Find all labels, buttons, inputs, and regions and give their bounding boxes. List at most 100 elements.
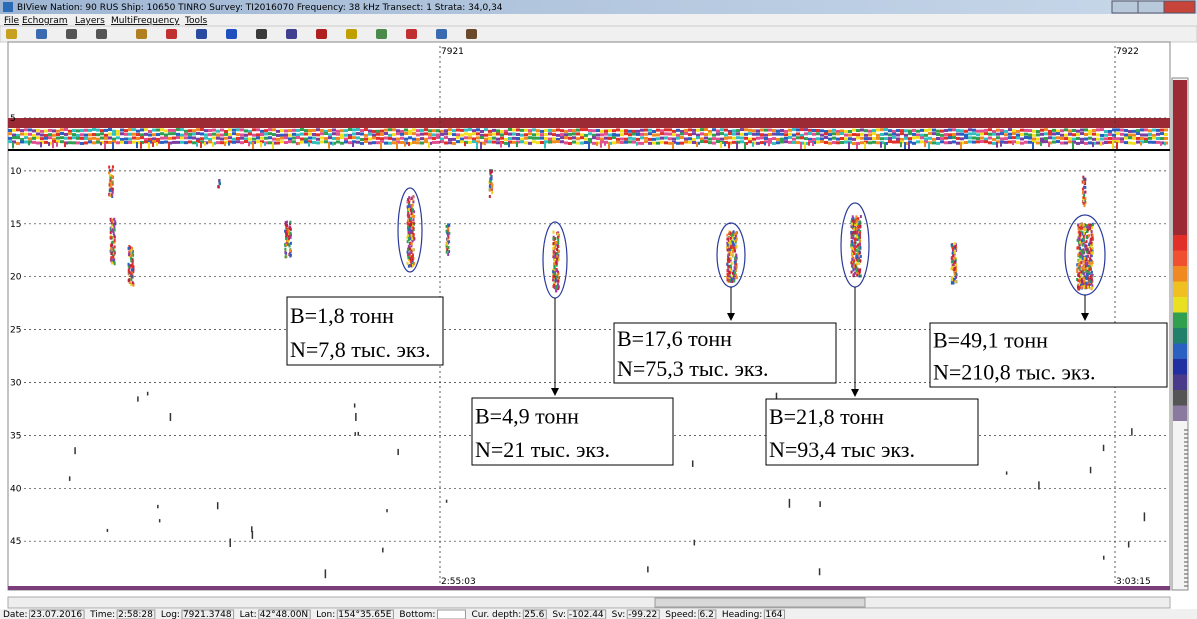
surface-echo <box>288 129 292 132</box>
horizontal-scrollbar[interactable] <box>8 597 1170 608</box>
surface-echo <box>924 129 928 132</box>
toolbar-button[interactable] <box>96 29 107 39</box>
fish-echo <box>856 227 858 230</box>
surface-echo <box>484 138 488 141</box>
surface-echo <box>912 133 916 136</box>
surface-echo <box>820 134 824 137</box>
surface-echo <box>1160 129 1164 132</box>
surface-echo <box>620 141 624 144</box>
toolbar-button[interactable] <box>36 29 47 39</box>
toolbar-button[interactable] <box>6 29 17 39</box>
surface-echo <box>76 141 80 144</box>
surface-echo <box>792 141 796 144</box>
surface-echo <box>764 142 766 145</box>
menu-item[interactable]: Tools <box>184 16 207 26</box>
surface-echo <box>1140 142 1142 146</box>
surface-echo <box>148 138 152 141</box>
surface-echo <box>1092 133 1096 136</box>
surface-echo <box>44 129 48 132</box>
fish-echo <box>731 277 733 280</box>
surface-echo <box>508 142 510 147</box>
surface-echo <box>476 136 480 139</box>
surface-echo <box>60 132 64 135</box>
surface-echo <box>832 141 836 144</box>
toolbar-button[interactable] <box>346 29 357 39</box>
fish-echo <box>111 248 113 251</box>
minimize-button[interactable] <box>1112 1 1138 13</box>
surface-echo <box>604 142 606 146</box>
toolbar-button[interactable] <box>316 29 327 39</box>
surface-echo <box>584 128 588 131</box>
surface-echo <box>1012 129 1016 132</box>
surface-echo <box>384 137 388 140</box>
surface-echo <box>1124 133 1128 136</box>
toolbar-button[interactable] <box>66 29 77 39</box>
close-button[interactable] <box>1164 1 1195 13</box>
surface-echo <box>148 142 150 149</box>
fish-echo <box>854 238 856 241</box>
surface-echo <box>240 128 244 131</box>
surface-echo <box>664 136 668 139</box>
status-value: 164 <box>765 610 782 619</box>
toolbar-button[interactable] <box>196 29 207 39</box>
surface-echo <box>156 142 158 146</box>
scroll-thumb[interactable] <box>655 598 865 607</box>
toolbar-button[interactable] <box>436 29 447 39</box>
fish-echo <box>1077 285 1079 288</box>
surface-echo <box>1104 134 1108 137</box>
fish-echo <box>408 253 410 256</box>
menu-item[interactable]: File <box>4 16 20 26</box>
surface-echo <box>304 138 308 141</box>
fish-echo <box>1086 277 1088 280</box>
maximize-button[interactable] <box>1138 1 1164 13</box>
toolbar-button[interactable] <box>286 29 297 39</box>
surface-echo <box>396 132 400 135</box>
surface-echo <box>792 134 796 137</box>
fish-echo <box>1086 262 1088 265</box>
menu-item[interactable]: MultiFrequency <box>111 16 180 26</box>
toolbar-button[interactable] <box>136 29 147 39</box>
surface-echo <box>780 140 784 143</box>
surface-echo <box>552 129 556 132</box>
fish-echo <box>1078 231 1080 234</box>
surface-echo <box>644 140 648 143</box>
surface-echo <box>120 129 124 132</box>
toolbar-button[interactable] <box>376 29 387 39</box>
surface-echo <box>480 142 482 150</box>
depth-label: 5 <box>10 114 16 124</box>
surface-echo <box>416 133 420 136</box>
status-label: Speed: <box>665 610 696 619</box>
surface-echo <box>1084 137 1088 140</box>
menu-item[interactable]: Echogram <box>22 16 68 26</box>
fish-echo <box>1076 247 1078 250</box>
surface-echo <box>100 129 104 132</box>
surface-echo <box>856 133 860 136</box>
surface-echo <box>528 136 532 139</box>
surface-echo <box>696 142 698 147</box>
surface-echo <box>1068 140 1072 143</box>
surface-echo <box>100 137 104 140</box>
surface-echo <box>680 132 684 135</box>
surface-echo <box>856 142 858 149</box>
fish-echo <box>1080 273 1082 276</box>
surface-echo <box>436 141 440 144</box>
surface-echo <box>220 134 224 137</box>
surface-echo <box>60 128 64 131</box>
surface-echo <box>1108 137 1112 140</box>
toolbar-button[interactable] <box>256 29 267 39</box>
surface-echo <box>744 133 748 136</box>
fish-echo <box>856 219 858 222</box>
toolbar-button[interactable] <box>406 29 417 39</box>
surface-echo <box>1140 133 1144 136</box>
toolbar-button[interactable] <box>466 29 477 39</box>
surface-echo <box>104 134 108 137</box>
surface-echo <box>472 137 476 140</box>
surface-echo <box>1020 142 1024 145</box>
surface-echo <box>996 136 1000 139</box>
surface-echo <box>12 134 16 137</box>
toolbar-button[interactable] <box>166 29 177 39</box>
menu-item[interactable]: Layers <box>75 16 105 26</box>
toolbar-button[interactable] <box>226 29 237 39</box>
noise-echo <box>170 413 172 421</box>
surface-echo <box>292 129 296 132</box>
